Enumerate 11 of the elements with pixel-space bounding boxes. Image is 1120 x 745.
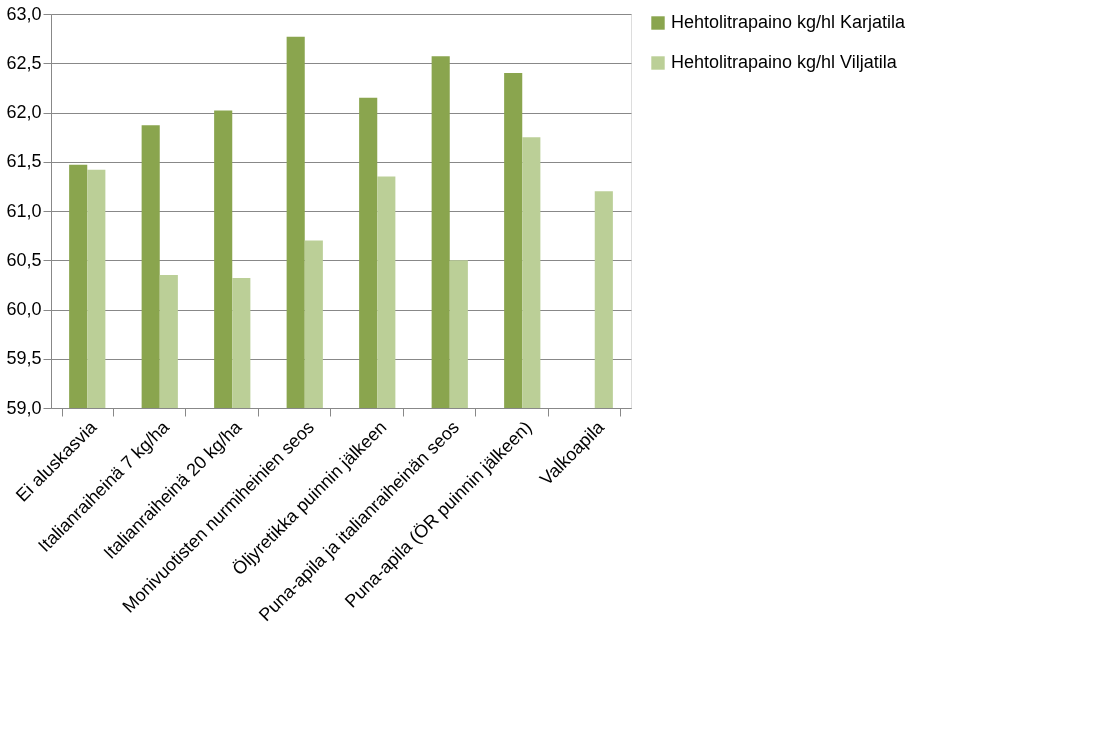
y-tick-label: 59,0 [6, 397, 42, 418]
y-tick-label: 62,5 [6, 52, 42, 73]
y-tick-label: 62,0 [6, 102, 42, 122]
y-tick-label: 59,5 [6, 348, 42, 369]
legend-label: Hehtolitrapaino kg/hl Karjatila [671, 12, 907, 32]
legend-label: Hehtolitrapaino kg/hl Viljatila [671, 52, 898, 72]
y-tick-label: 63,0 [6, 3, 42, 24]
y-tick-label: 60,0 [6, 299, 42, 319]
y-tick-label: 60,5 [6, 249, 42, 270]
y-tick-label: 61,5 [6, 151, 42, 172]
y-tick-label: 61,0 [6, 200, 42, 221]
